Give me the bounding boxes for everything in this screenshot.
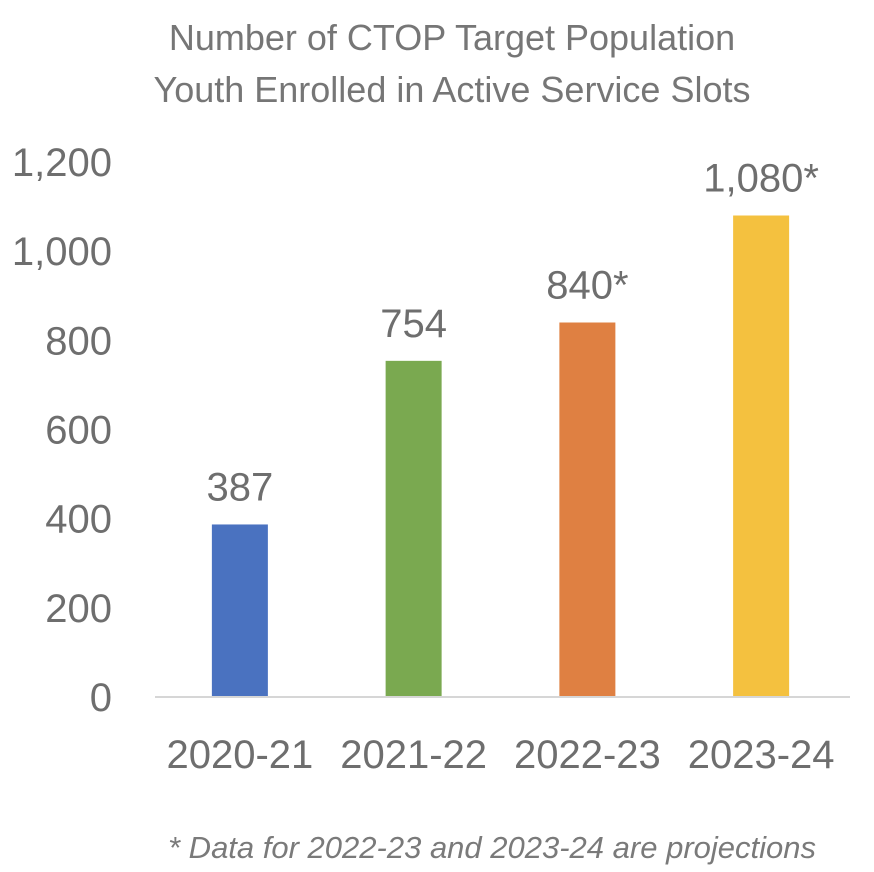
bar: [211, 524, 268, 697]
bars: [211, 215, 790, 697]
bar: [733, 215, 790, 697]
chart-title: Number of CTOP Target Population Youth E…: [153, 17, 750, 110]
y-tick-label: 600: [45, 409, 112, 453]
data-label: 754: [380, 302, 447, 346]
data-label: 387: [207, 465, 274, 509]
y-tick-label: 1,000: [12, 230, 112, 274]
chart-title-line-2: Youth Enrolled in Active Service Slots: [153, 69, 750, 110]
y-tick-label: 800: [45, 319, 112, 363]
x-category-label: 2021-22: [340, 733, 487, 777]
chart-title-line-1: Number of CTOP Target Population: [169, 17, 735, 58]
y-tick-label: 400: [45, 498, 112, 542]
footnote: * Data for 2022-23 and 2023-24 are proje…: [168, 830, 816, 865]
data-labels: 387 754 840* 1,080*: [207, 157, 819, 510]
x-category-label: 2020-21: [166, 733, 313, 777]
x-category-label: 2022-23: [514, 733, 661, 777]
y-tick-label: 1,200: [12, 141, 112, 185]
x-axis-category-labels: 2020-21 2021-22 2022-23 2023-24: [166, 733, 834, 777]
data-label: 840*: [546, 264, 628, 308]
bar: [559, 322, 616, 697]
y-tick-label: 0: [90, 676, 112, 720]
y-tick-label: 200: [45, 587, 112, 631]
y-axis-tick-labels: 0 200 400 600 800 1,000 1,200: [12, 141, 112, 720]
x-category-label: 2023-24: [688, 733, 835, 777]
bar: [385, 360, 442, 697]
data-label: 1,080*: [703, 157, 819, 201]
